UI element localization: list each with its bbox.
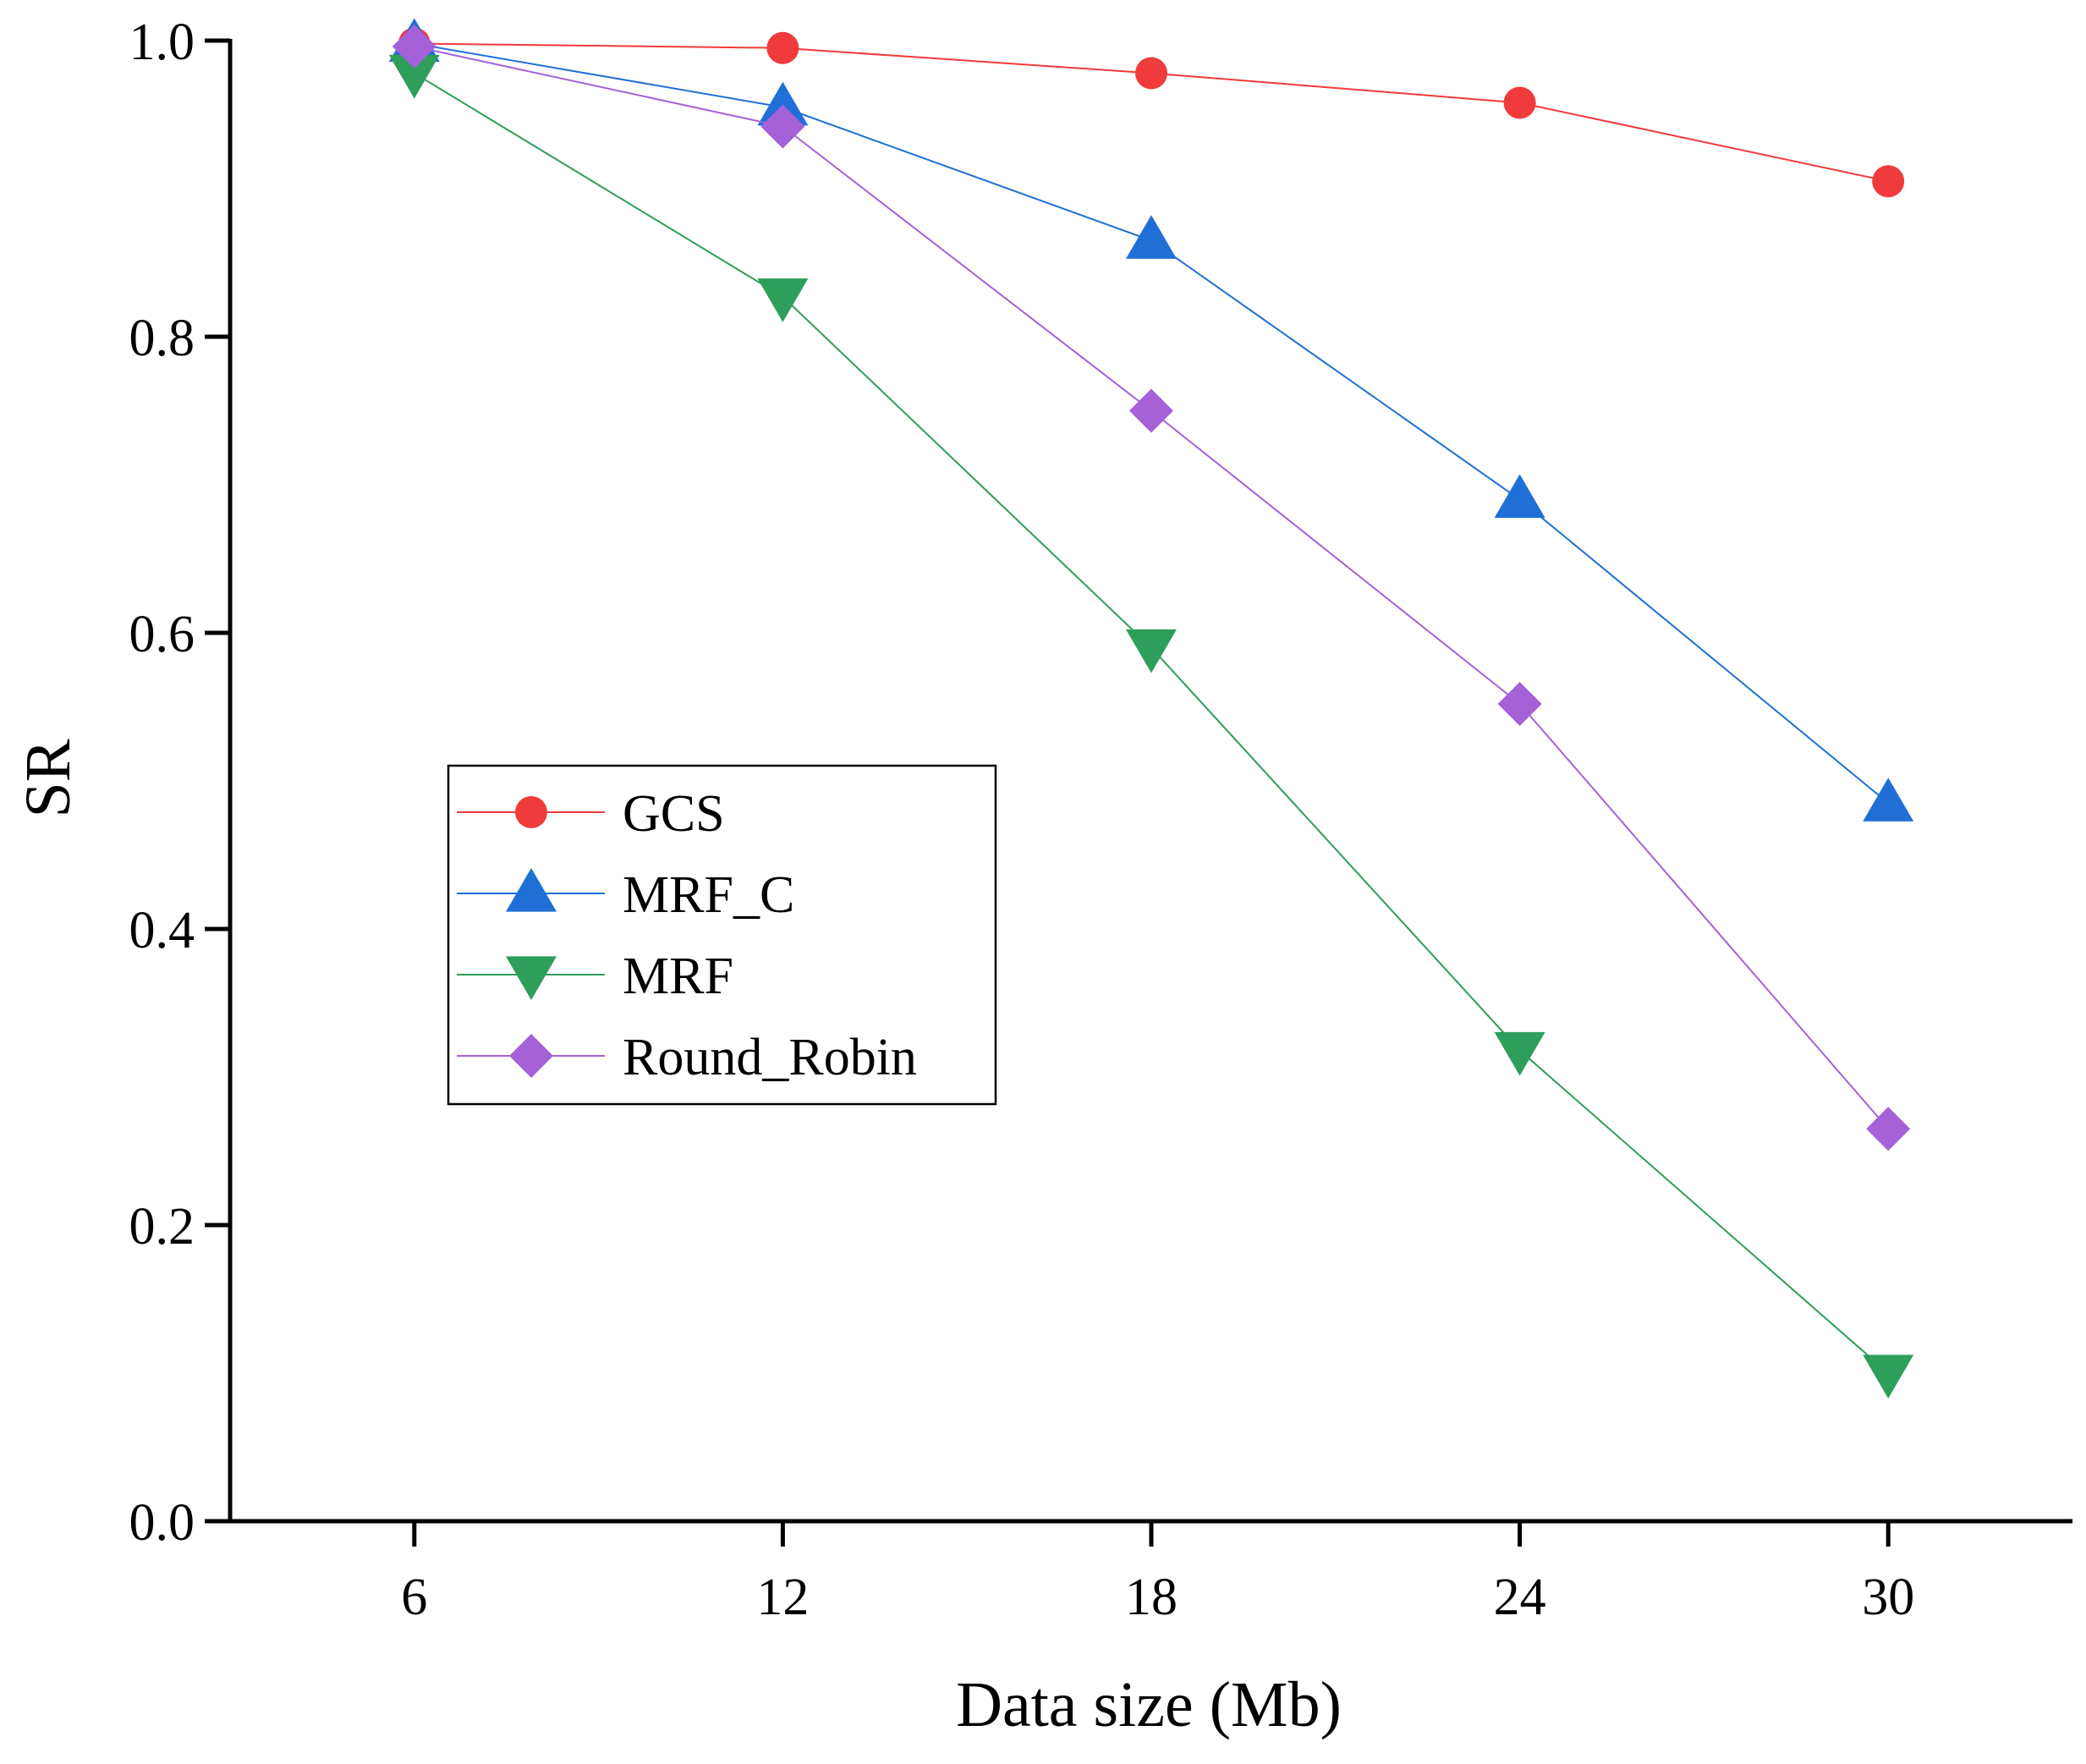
data-point-round-robin [1866,1107,1911,1151]
data-point-gcs [766,31,799,64]
y-axis-title: SR [13,739,84,817]
data-point-round-robin [392,25,436,69]
series-mrf [388,54,1914,1399]
data-point-round-robin [1497,682,1542,726]
axes: 0.0 0.2 0.4 0.6 0.8 1.0 6 12 18 24 30 [129,14,2072,1626]
legend-label: MRF [623,948,733,1005]
x-tick-label: 30 [1862,1569,1914,1626]
legend-item-gcs: GCS [457,785,725,843]
data-point-gcs [1135,57,1167,90]
data-point-round-robin [760,104,805,149]
data-point-mrf-c [1494,474,1545,519]
legend-label: GCS [623,785,725,843]
data-point-mrf-c [1126,215,1177,259]
y-tick-label: 0.6 [129,606,195,663]
data-point-round-robin [1129,388,1173,433]
legend-marker-gcs [515,796,547,828]
legend-marker-round-robin [509,1034,553,1078]
legend-marker-mrf [506,956,557,1000]
y-tick-label: 0.0 [129,1494,195,1552]
y-tick-label: 1.0 [129,14,195,71]
y-tick-label: 0.8 [129,310,195,367]
data-point-gcs [1503,86,1536,119]
x-tick-label: 24 [1494,1569,1546,1626]
y-tick-label: 0.2 [129,1198,195,1256]
data-point-mrf [1126,629,1177,673]
data-point-mrf [757,278,809,322]
legend-item-mrf: MRF [457,948,733,1005]
x-axis-title: Data size (Mb) [956,1669,1342,1740]
series-round-robin [392,25,1911,1151]
x-tick-label: 6 [401,1569,427,1626]
legend-label: Round_Robin [623,1029,917,1086]
data-point-mrf-c [757,81,809,126]
legend-marker-mrf-c [506,868,557,912]
series-line-mrf [414,72,1889,1374]
legend-item-round-robin: Round_Robin [457,1029,917,1086]
y-tick-label: 0.4 [129,902,195,959]
data-point-mrf-c [1863,778,1914,822]
series-gcs [398,27,1905,198]
data-point-mrf [1863,1355,1914,1399]
legend: GCS MRF_C MRF Round_Robin [447,764,997,1106]
x-tick-label: 18 [1125,1569,1177,1626]
x-tick-label: 12 [756,1569,809,1626]
data-point-mrf [1494,1031,1545,1076]
legend-label: MRF_C [623,866,794,924]
data-point-gcs [1872,165,1905,198]
series-layer [388,18,1914,1399]
data-point-mrf [388,54,440,99]
legend-item-mrf-c: MRF_C [457,866,794,924]
